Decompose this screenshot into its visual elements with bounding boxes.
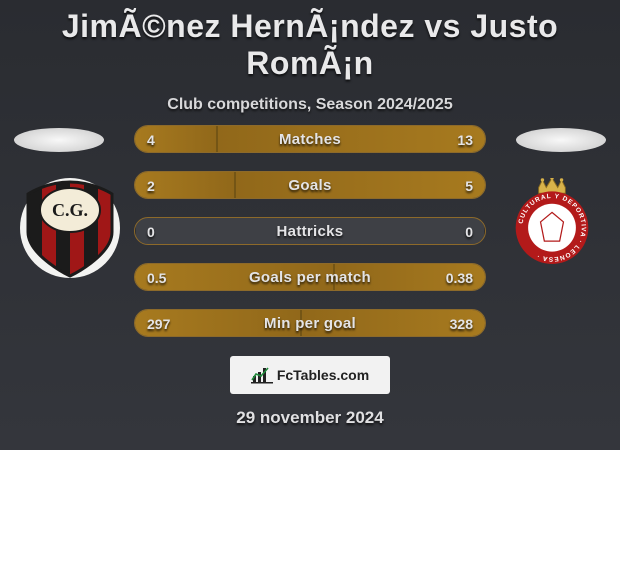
crown-icon — [539, 178, 566, 193]
stat-label: Goals per match — [135, 264, 485, 291]
branding-box[interactable]: FcTables.com — [230, 356, 390, 394]
team-crest-right: CULTURAL Y DEPORTIVA · LEONESA · — [504, 178, 600, 264]
stat-row: 00Hattricks — [134, 217, 486, 245]
stat-row: 25Goals — [134, 171, 486, 199]
stat-row: 413Matches — [134, 125, 486, 153]
stats-table: 413Matches 25Goals 00Hattricks 0.50.38Goals… — [134, 125, 486, 355]
branding-text: FcTables.com — [277, 367, 369, 383]
comparison-date: 29 november 2024 — [0, 408, 620, 428]
stat-row: 0.50.38Goals per match — [134, 263, 486, 291]
stat-label: Hattricks — [135, 218, 485, 245]
shadow-ellipse-left — [14, 128, 104, 152]
bar-chart-icon — [251, 366, 273, 384]
stat-row: 297328Min per goal — [134, 309, 486, 337]
stat-label: Min per goal — [135, 310, 485, 337]
page-title: JimÃ©nez HernÃ¡ndez vs Justo RomÃ¡n — [0, 8, 620, 82]
stat-label: Goals — [135, 172, 485, 199]
crest-left-letters: C.G. — [52, 200, 88, 220]
subtitle: Club competitions, Season 2024/2025 — [0, 96, 620, 114]
team-crest-left: C.G. — [20, 178, 120, 278]
shadow-ellipse-right — [516, 128, 606, 152]
comparison-card: JimÃ©nez HernÃ¡ndez vs Justo RomÃ¡n Club… — [0, 0, 620, 450]
stat-label: Matches — [135, 126, 485, 153]
